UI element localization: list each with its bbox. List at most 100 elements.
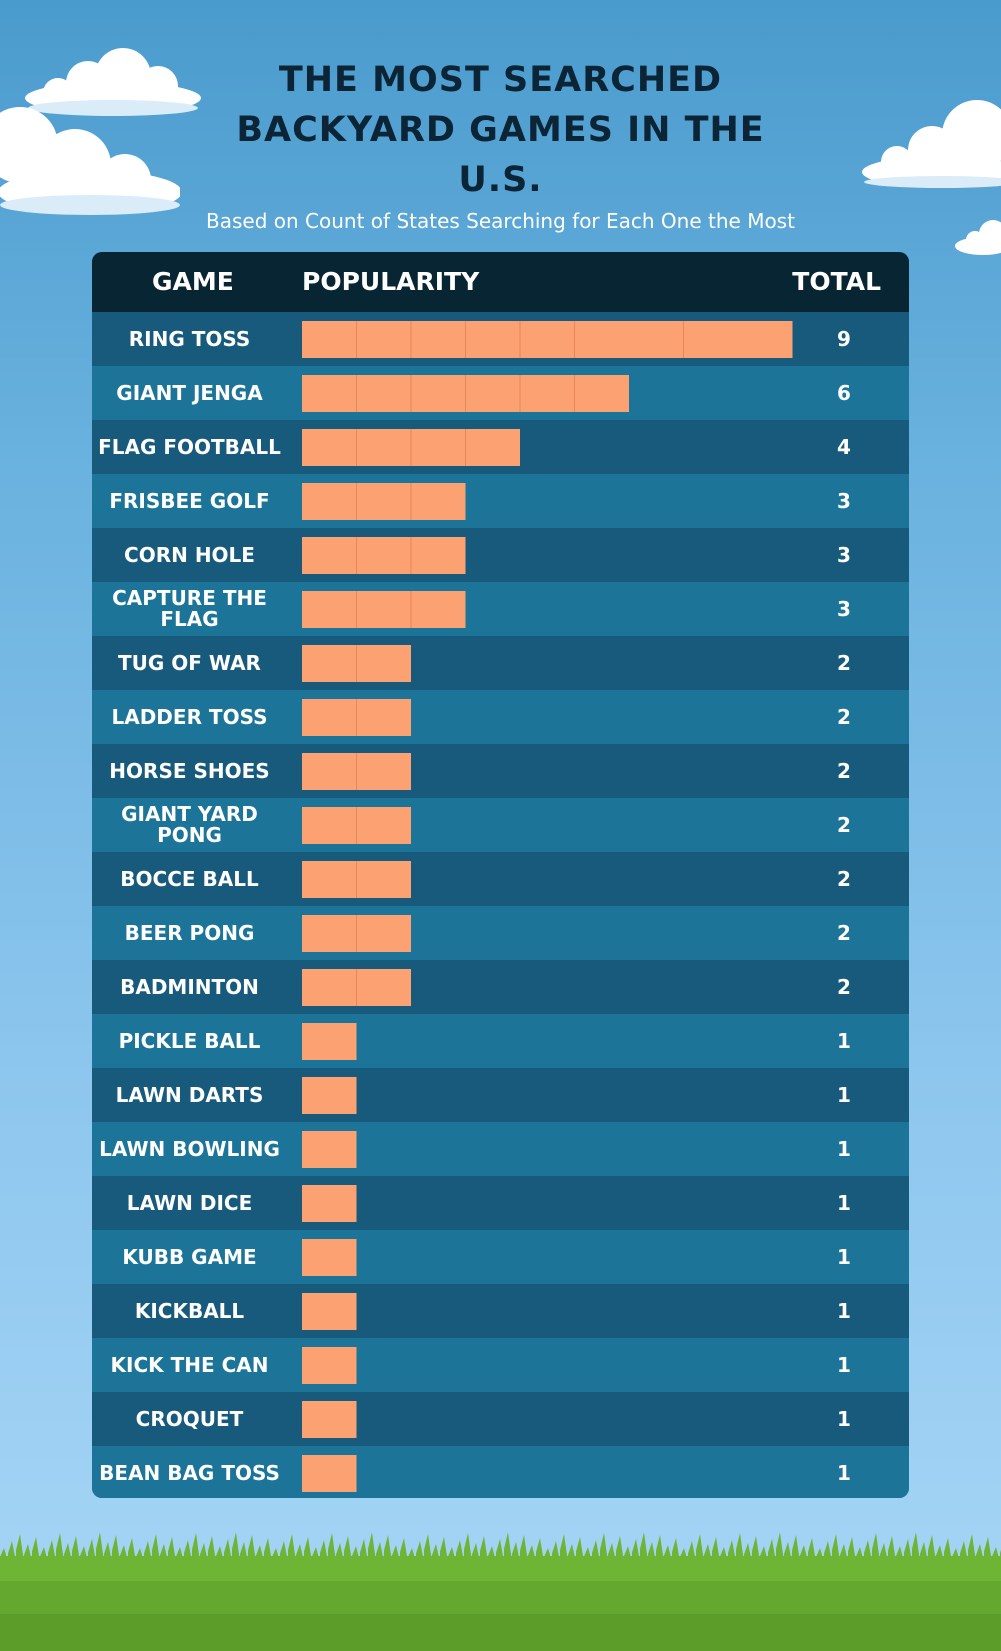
table-row: GIANT JENGA 6 bbox=[92, 366, 909, 420]
game-label-text: BEER PONG bbox=[124, 920, 255, 945]
total-value: 3 bbox=[837, 489, 851, 513]
table-row: LAWN DARTS 1 bbox=[92, 1068, 909, 1122]
bar-frisbee-golf bbox=[302, 483, 466, 520]
total-value: 1 bbox=[837, 1137, 851, 1161]
bar-kick-the-can bbox=[302, 1347, 357, 1384]
game-label-text: LAWN DARTS bbox=[115, 1082, 264, 1107]
game-label: LAWN DICE bbox=[92, 1176, 287, 1230]
bar-pickle-ball bbox=[302, 1023, 357, 1060]
bar-area bbox=[302, 591, 466, 628]
total-value: 2 bbox=[837, 975, 851, 999]
game-label-text: BADMINTON bbox=[120, 974, 259, 999]
game-label: CAPTURE THE FLAG bbox=[92, 582, 287, 636]
total-value: 1 bbox=[837, 1191, 851, 1215]
chart-panel: GAME POPULARITY TOTAL RING TOSS 9 GIANT JE… bbox=[92, 252, 909, 1498]
game-label-text: KUBB GAME bbox=[122, 1244, 257, 1269]
game-label: LADDER TOSS bbox=[92, 690, 287, 744]
game-label: KICK THE CAN bbox=[92, 1338, 287, 1392]
bar-kubb-game bbox=[302, 1239, 357, 1276]
table-row: CORN HOLE 3 bbox=[92, 528, 909, 582]
bar-area bbox=[302, 1455, 357, 1492]
bar-area bbox=[302, 483, 466, 520]
game-label-text: KICKBALL bbox=[134, 1298, 245, 1323]
game-label-text: KICK THE CAN bbox=[110, 1352, 269, 1377]
game-label: LAWN DARTS bbox=[92, 1068, 287, 1122]
total-value: 6 bbox=[837, 381, 851, 405]
total-value: 1 bbox=[837, 1407, 851, 1431]
total-value: 9 bbox=[837, 327, 851, 351]
game-label-text: BOCCE BALL bbox=[120, 866, 259, 891]
table-row: LAWN BOWLING 1 bbox=[92, 1122, 909, 1176]
bar-area bbox=[302, 1401, 357, 1438]
total-value: 2 bbox=[837, 813, 851, 837]
bar-area bbox=[302, 699, 411, 736]
table-row: FRISBEE GOLF 3 bbox=[92, 474, 909, 528]
game-label-text: LADDER TOSS bbox=[111, 704, 268, 729]
bar-area bbox=[302, 1185, 357, 1222]
bar-croquet bbox=[302, 1401, 357, 1438]
table-row: KUBB GAME 1 bbox=[92, 1230, 909, 1284]
table-row: LAWN DICE 1 bbox=[92, 1176, 909, 1230]
bar-area bbox=[302, 1131, 357, 1168]
bar-bean-bag-toss bbox=[302, 1455, 357, 1492]
cloud-far-right bbox=[955, 220, 1001, 255]
chart-subtitle: Based on Count of States Searching for E… bbox=[206, 209, 795, 233]
bar-area bbox=[302, 969, 411, 1006]
game-label-text: PICKLE BALL bbox=[118, 1028, 261, 1053]
game-label: HORSE SHOES bbox=[92, 744, 287, 798]
bar-lawn-dice bbox=[302, 1185, 357, 1222]
column-header-total: TOTAL bbox=[792, 267, 881, 296]
game-label: CROQUET bbox=[92, 1392, 287, 1446]
table-row: GIANT YARD PONG 2 bbox=[92, 798, 909, 852]
game-label-text: BEAN BAG TOSS bbox=[99, 1460, 280, 1485]
total-value: 2 bbox=[837, 759, 851, 783]
table-row: TUG OF WAR 2 bbox=[92, 636, 909, 690]
table-row: BADMINTON 2 bbox=[92, 960, 909, 1014]
bar-area bbox=[302, 1347, 357, 1384]
table-row: FLAG FOOTBALL 4 bbox=[92, 420, 909, 474]
bar-area bbox=[302, 1239, 357, 1276]
total-value: 2 bbox=[837, 921, 851, 945]
table-row: RING TOSS 9 bbox=[92, 312, 909, 366]
game-label: CORN HOLE bbox=[92, 528, 287, 582]
total-value: 1 bbox=[837, 1083, 851, 1107]
game-label-text: LAWN DICE bbox=[126, 1190, 253, 1215]
game-label-text: GIANT YARD PONG bbox=[121, 802, 258, 847]
bar-area bbox=[302, 1023, 357, 1060]
game-label-text: RING TOSS bbox=[128, 326, 251, 351]
game-label: BADMINTON bbox=[92, 960, 287, 1014]
table-row: CAPTURE THE FLAG 3 bbox=[92, 582, 909, 636]
bar-area bbox=[302, 1077, 357, 1114]
game-label: GIANT JENGA bbox=[92, 366, 287, 420]
table-row: KICK THE CAN 1 bbox=[92, 1338, 909, 1392]
total-value: 1 bbox=[837, 1461, 851, 1485]
game-label-text: GIANT JENGA bbox=[116, 380, 263, 405]
cloud-top-left bbox=[25, 48, 201, 116]
table-row: CROQUET 1 bbox=[92, 1392, 909, 1446]
game-label-text: LAWN BOWLING bbox=[99, 1136, 280, 1161]
total-value: 1 bbox=[837, 1299, 851, 1323]
bar-kickball bbox=[302, 1293, 357, 1330]
grass-decoration bbox=[0, 1532, 1001, 1651]
total-value: 2 bbox=[837, 867, 851, 891]
chart-header: THE MOST SEARCHED BACKYARD GAMES IN THE … bbox=[0, 55, 1001, 233]
table-row: PICKLE BALL 1 bbox=[92, 1014, 909, 1068]
bar-area bbox=[302, 645, 411, 682]
game-label: KUBB GAME bbox=[92, 1230, 287, 1284]
total-value: 1 bbox=[837, 1245, 851, 1269]
game-label-text: HORSE SHOES bbox=[109, 758, 270, 783]
game-label-text: CAPTURE THE FLAG bbox=[112, 586, 267, 631]
game-label: BEER PONG bbox=[92, 906, 287, 960]
total-value: 1 bbox=[837, 1029, 851, 1053]
total-value: 2 bbox=[837, 705, 851, 729]
game-label: TUG OF WAR bbox=[92, 636, 287, 690]
game-label: LAWN BOWLING bbox=[92, 1122, 287, 1176]
cloud-right bbox=[862, 100, 1001, 188]
bar-area bbox=[302, 375, 629, 412]
bar-area bbox=[302, 321, 793, 358]
bar-lawn-darts bbox=[302, 1077, 357, 1114]
table-row: BEAN BAG TOSS 1 bbox=[92, 1446, 909, 1498]
table-row: LADDER TOSS 2 bbox=[92, 690, 909, 744]
cloud-left bbox=[0, 107, 180, 215]
column-header-popularity: POPULARITY bbox=[302, 267, 480, 296]
